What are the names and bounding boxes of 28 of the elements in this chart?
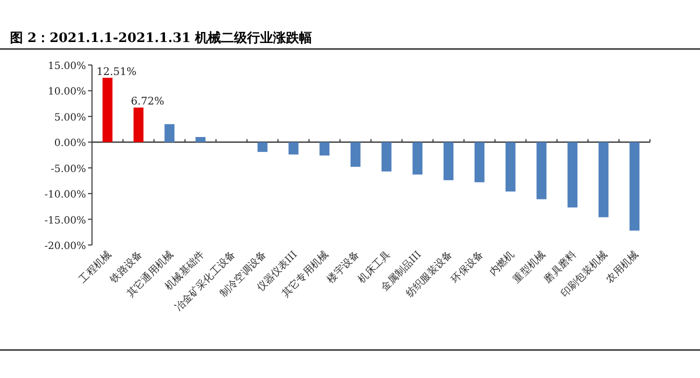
bar	[536, 142, 546, 200]
y-tick-label: 0.00%	[54, 138, 86, 150]
chart-title: 图 2：2021.1.1-2021.1.31 机械二级行业涨跌幅	[10, 31, 312, 46]
bar	[598, 142, 608, 218]
bar	[506, 142, 516, 192]
bar	[258, 142, 268, 152]
data-label: 6.72%	[130, 96, 164, 108]
y-tick-label: 10.00%	[48, 86, 86, 98]
bar	[320, 142, 330, 156]
y-tick-label: 5.00%	[54, 112, 86, 124]
bar	[196, 137, 206, 142]
y-tick-label: 15.00%	[48, 61, 86, 72]
bar	[412, 142, 422, 175]
y-tick-label: -20.00%	[44, 241, 86, 252]
bar	[568, 142, 578, 208]
bar	[134, 108, 144, 142]
y-tick-label: -15.00%	[44, 215, 86, 226]
bar	[164, 124, 174, 142]
bar	[630, 142, 640, 231]
y-tick-label: -10.00%	[44, 190, 86, 201]
bar	[288, 142, 298, 154]
bar	[102, 78, 112, 142]
bar	[350, 142, 360, 167]
bar	[382, 142, 392, 172]
bar	[474, 142, 484, 182]
bar	[444, 142, 454, 180]
y-tick-label: -5.00%	[50, 164, 86, 175]
data-label: 12.51%	[96, 66, 137, 78]
